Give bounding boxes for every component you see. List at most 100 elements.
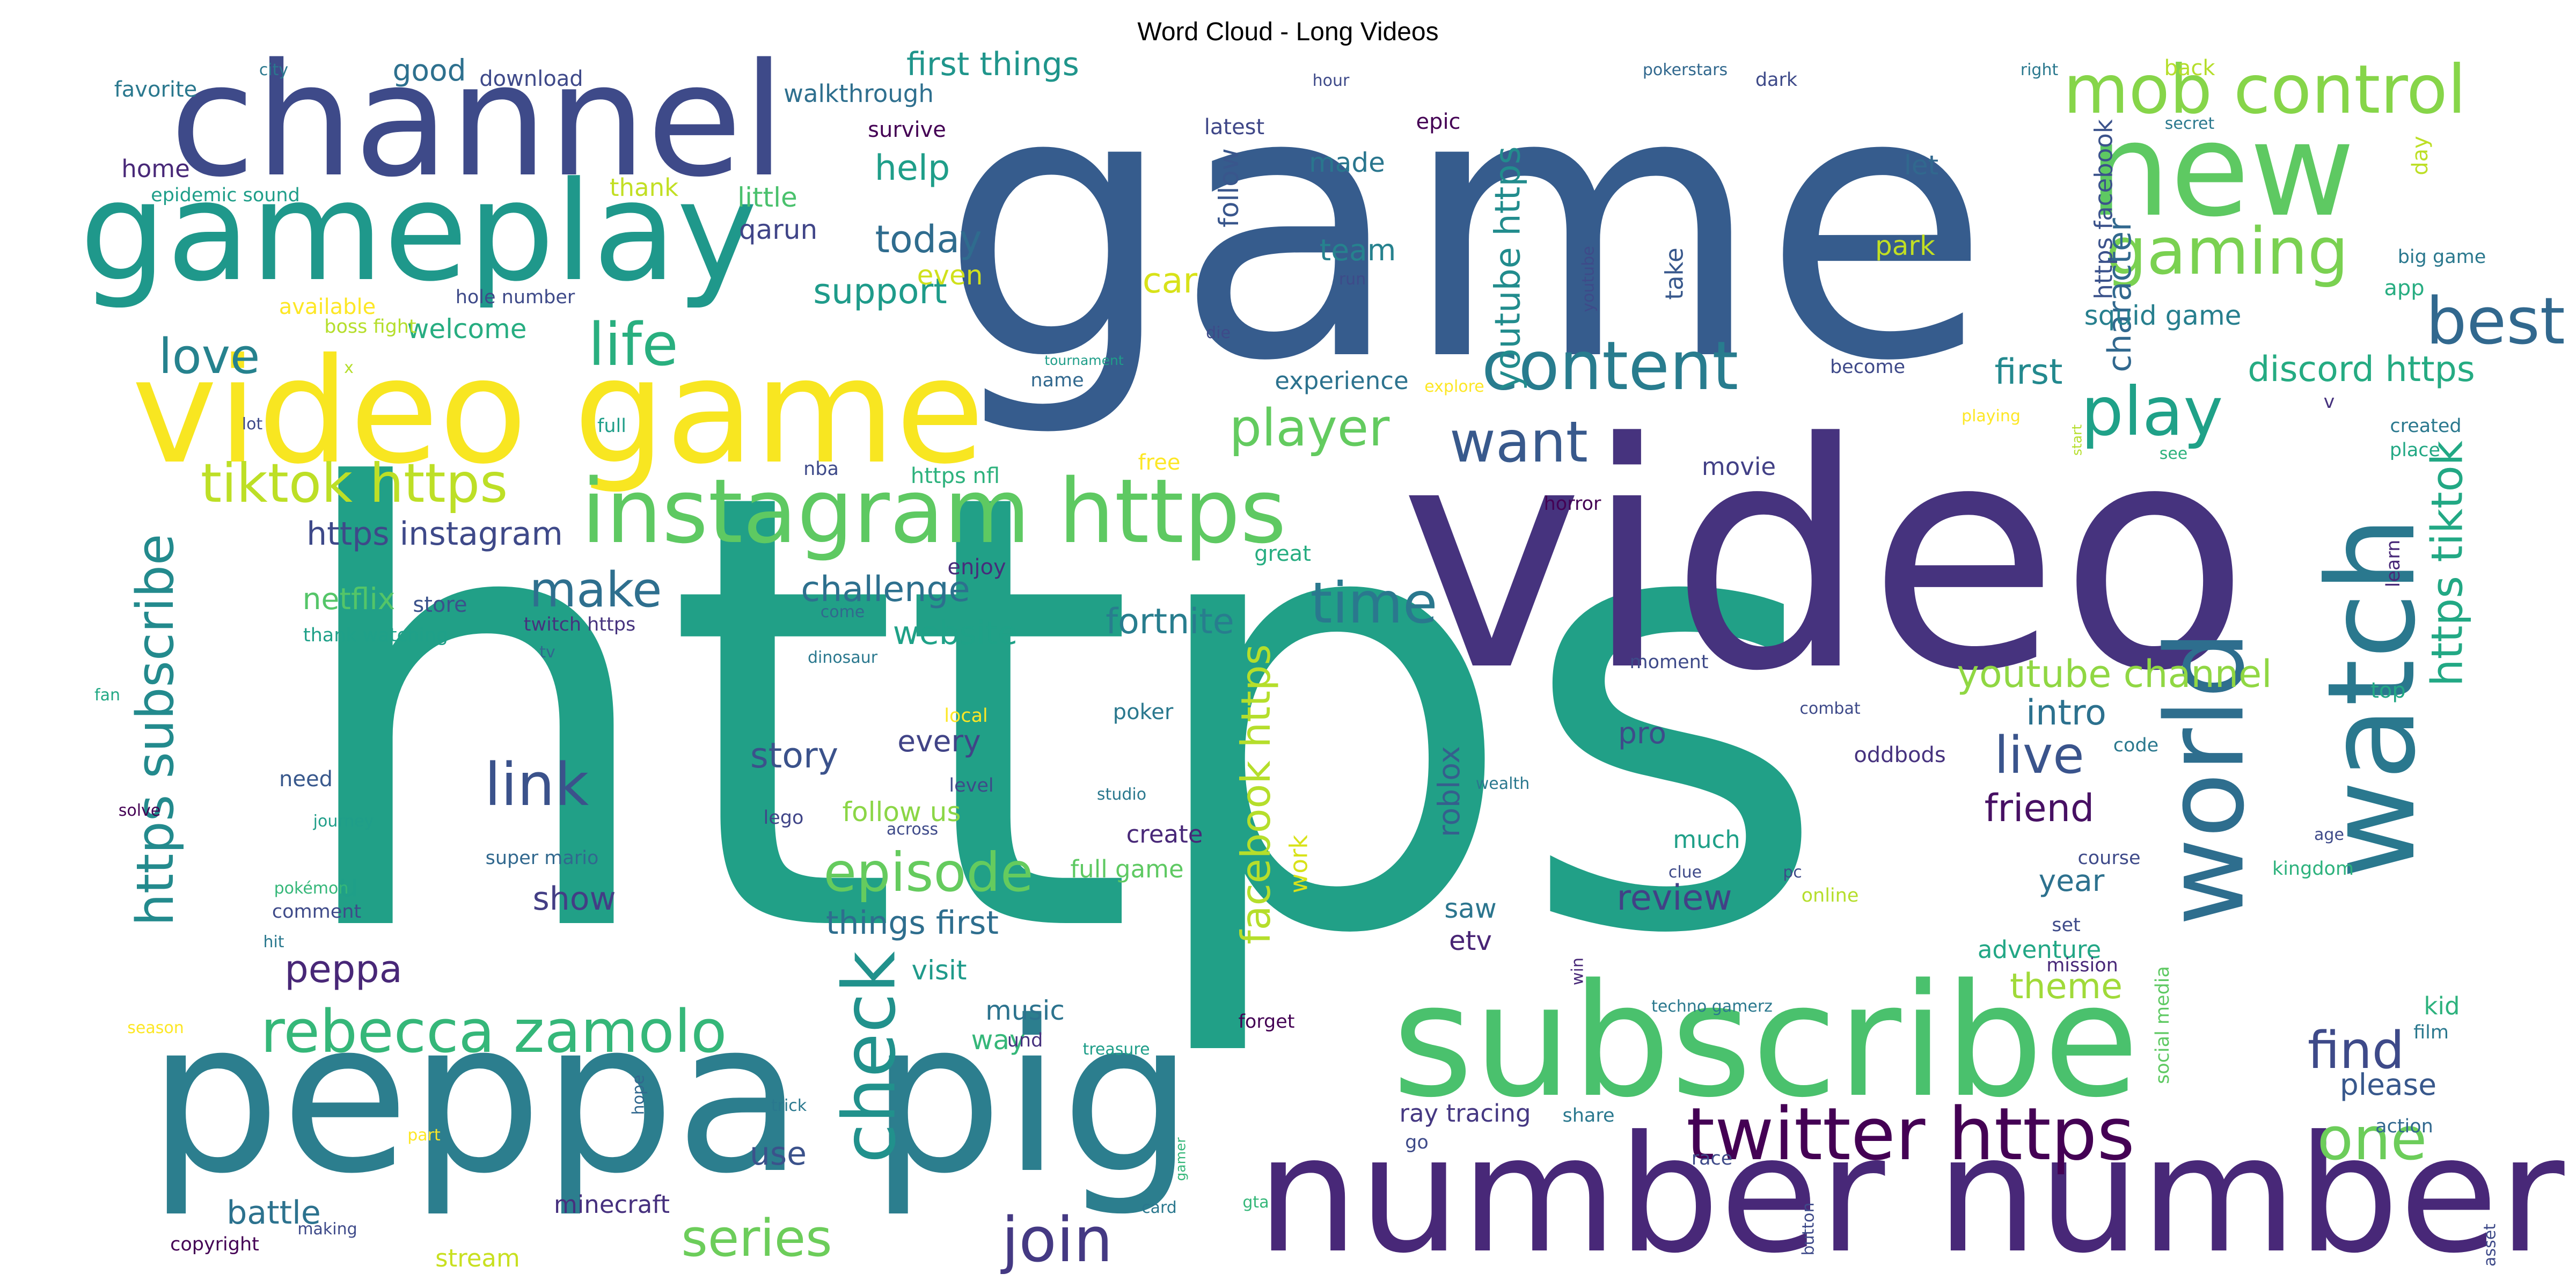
word-latest: latest [1204, 115, 1264, 140]
word-number-number: number number [1256, 1101, 2566, 1288]
word-roblox: roblox [1432, 746, 1466, 837]
word-treasure: treasure [1082, 1040, 1150, 1059]
word-twitch-https: twitch https [524, 614, 635, 635]
word-much: much [1673, 825, 1740, 854]
word-comment: comment [272, 901, 361, 923]
word-gta: gta [1242, 1193, 1269, 1212]
word-kid: kid [2424, 992, 2460, 1020]
word-make: make [529, 562, 662, 618]
word-content: content [1482, 327, 1739, 405]
word-moment: moment [1629, 652, 1708, 673]
word-dark: dark [1755, 69, 1798, 91]
word-even: even [917, 260, 983, 291]
word-poker: poker [1113, 700, 1174, 724]
word-ray-tracing: ray tracing [1399, 1099, 1531, 1128]
word-review: review [1617, 878, 1732, 918]
word-enjoy: enjoy [947, 555, 1006, 580]
word-things-first: things first [826, 904, 999, 942]
word-copyright: copyright [170, 1234, 259, 1255]
word-show: show [532, 880, 616, 918]
word-v: v [2324, 391, 2335, 413]
word-support: support [813, 272, 947, 312]
word-favorite: favorite [114, 77, 197, 102]
word-player: player [1230, 399, 1391, 458]
word-adventure: adventure [1978, 935, 2101, 964]
word-intro: intro [2026, 693, 2106, 733]
word-set: set [2052, 914, 2081, 936]
word-start: start [2069, 425, 2085, 456]
word-tournament: tournament [1044, 353, 1124, 368]
word-level: level [949, 775, 993, 796]
word-u: u [339, 867, 359, 904]
word-little: little [737, 182, 797, 213]
word-subscribe: subscribe [1392, 951, 2139, 1132]
word-battle: battle [226, 1194, 321, 1232]
word-watch: watch [2302, 516, 2442, 879]
word-follow: follow [1213, 148, 1245, 227]
word-minecraft: minecraft [554, 1190, 670, 1219]
word-across: across [887, 820, 938, 839]
word-gameplay: gameplay [79, 152, 757, 312]
word-tiktok-https: tiktok https [201, 452, 508, 515]
word-park: park [1875, 230, 1935, 261]
word-app: app [2384, 276, 2424, 301]
word-epic: epic [1416, 109, 1460, 134]
word-course: course [2078, 847, 2141, 869]
word-https-instagram: https instagram [306, 515, 563, 553]
word-fan: fan [94, 686, 120, 705]
word-name: name [1030, 370, 1084, 391]
word-und: und [1007, 1030, 1043, 1051]
word-button: button [1799, 1203, 1818, 1256]
word-age: age [2314, 825, 2344, 844]
word-one: one [2317, 1104, 2427, 1173]
word-survive: survive [868, 118, 946, 142]
word-stream: stream [435, 1244, 520, 1272]
word-full-game: full game [1070, 855, 1183, 883]
word-need: need [279, 767, 333, 792]
word-win: win [1569, 957, 1587, 985]
word-right: right [2021, 61, 2059, 79]
word-pokerstars: pokerstars [1643, 61, 1728, 79]
word-share: share [1562, 1105, 1614, 1126]
word-go: go [1405, 1132, 1429, 1153]
word-mob-control: mob control [2063, 51, 2467, 129]
word-peppa-pig: peppa pig [148, 976, 1194, 1219]
word-episode: episode [823, 841, 1033, 904]
word-year: year [2039, 863, 2105, 898]
word-story: story [750, 736, 838, 776]
word-pro: pro [1618, 716, 1666, 750]
word-play: play [2081, 373, 2223, 451]
word-car: car [1143, 261, 1198, 301]
word-place: place [2390, 440, 2440, 461]
word-code: code [2113, 735, 2158, 756]
word-techno-gamerz: techno gamerz [1651, 997, 1773, 1016]
word-dinosaur: dinosaur [808, 648, 878, 667]
word-twitter-https: twitter https [1686, 1092, 2135, 1176]
word-thank-watching: thank watching [303, 625, 448, 646]
word-first-things: first things [906, 46, 1079, 83]
word-tv: tv [539, 643, 555, 662]
word-love: love [159, 328, 260, 385]
word-qarun: qarun [739, 214, 817, 245]
word-website: website [893, 614, 1018, 652]
word-free: free [1138, 450, 1181, 475]
word-youtube: youtube [1579, 246, 1598, 312]
word-world: world [2143, 631, 2268, 926]
word-create: create [1126, 820, 1203, 848]
word-use: use [750, 1135, 807, 1173]
word-social-media: social media [2152, 966, 2174, 1084]
word-game: game [940, 11, 1990, 442]
word-lot: lot [242, 415, 263, 434]
word-peppa: peppa [284, 947, 402, 991]
word-youtube-channel: youtube channel [1957, 652, 2272, 696]
word-forget: forget [1239, 1011, 1295, 1033]
word-team: team [1320, 233, 1396, 267]
word-netflix: netflix [303, 582, 396, 616]
word-great: great [1254, 541, 1311, 566]
word-movie: movie [1702, 452, 1776, 481]
word-saw: saw [1444, 893, 1497, 924]
word-kingdom: kingdom [2272, 858, 2354, 880]
word-series: series [681, 1209, 832, 1268]
word-made: made [1309, 147, 1385, 178]
